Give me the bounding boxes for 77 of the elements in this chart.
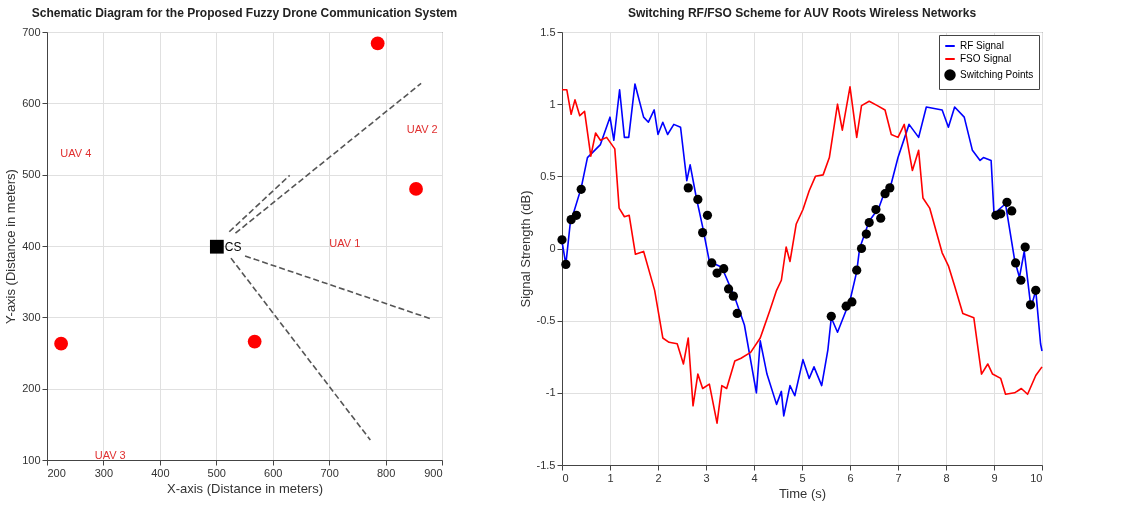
y-tick-label: 100	[22, 453, 41, 466]
point	[719, 264, 729, 274]
y-axis-title: Signal Strength (dB)	[517, 190, 533, 308]
x-tick-label: 3	[703, 471, 710, 484]
annotation: UAV 1	[329, 236, 361, 249]
chart-title: Switching RF/FSO Scheme for AUV Roots Wireless Networks	[627, 6, 977, 20]
x-tick-label: 6	[847, 471, 854, 484]
x-tick-label: 2	[655, 471, 662, 484]
x-tick-label: 300	[94, 466, 114, 479]
y-tick-label: 400	[22, 239, 41, 252]
y-tick-label: -0.5	[536, 314, 556, 327]
legend-label: Switching Points	[960, 69, 1034, 80]
x-tick-label: 0	[562, 471, 569, 484]
point	[1002, 197, 1012, 207]
y-tick-label: 500	[22, 168, 41, 181]
annotation: UAV 4	[60, 146, 92, 159]
point	[723, 284, 734, 294]
y-tick-label: -1	[545, 386, 556, 399]
y-axis-title: Y-axis (Distance in meters)	[3, 169, 19, 324]
y-tick-label: 1	[549, 97, 556, 110]
point	[702, 210, 713, 220]
x-tick-label: 9	[991, 471, 998, 484]
point	[847, 297, 857, 307]
point	[1010, 258, 1021, 268]
y-tick-label: 0	[549, 242, 556, 254]
point	[856, 243, 867, 254]
x-axis-title: X-axis (Distance in meters)	[166, 480, 324, 496]
x-tick-label: 500	[207, 466, 226, 479]
point	[1007, 206, 1017, 216]
x-tick-label: 600	[264, 466, 283, 479]
y-tick-label: 600	[22, 96, 41, 109]
point	[1020, 242, 1030, 252]
x-tick-label: 900	[424, 466, 443, 479]
x-tick-label: 400	[151, 466, 170, 479]
point	[707, 258, 717, 268]
point	[885, 183, 895, 193]
x-tick-label: 4	[751, 471, 758, 484]
point	[557, 235, 567, 245]
y-tick-label: 700	[22, 25, 41, 38]
annotation: UAV 2	[406, 123, 438, 136]
point	[1031, 285, 1041, 295]
series-label: CS	[224, 239, 242, 254]
x-tick-label: 8	[943, 471, 950, 484]
point	[683, 183, 693, 193]
point	[852, 265, 862, 275]
annotation: UAV 3	[94, 448, 126, 461]
point	[1025, 300, 1036, 310]
legend-label: RF Signal	[960, 40, 1004, 51]
point	[728, 291, 738, 301]
point	[826, 311, 836, 321]
x-tick-label: 800	[376, 466, 396, 479]
y-tick-label: 1.5	[540, 25, 556, 38]
point	[1016, 275, 1026, 285]
y-tick-label: -1.5	[536, 458, 556, 471]
y-tick-label: 0.5	[540, 169, 556, 182]
x-tick-label: 5	[799, 471, 806, 484]
x-tick-label: 10	[1030, 471, 1043, 484]
point	[576, 184, 586, 194]
x-tick-label: 1	[607, 471, 614, 484]
point	[871, 204, 881, 215]
point	[693, 194, 703, 205]
x-tick-label: 700	[320, 466, 339, 479]
chart-title: Schematic Diagram for the Proposed Fuzzy Drone Communication System	[31, 6, 458, 20]
point	[996, 209, 1006, 219]
x-tick-label: 200	[47, 466, 66, 479]
y-tick-label: 300	[22, 310, 41, 323]
point	[732, 308, 742, 319]
legend-label: FSO Signal	[960, 53, 1012, 64]
x-tick-label: 7	[895, 471, 902, 484]
point	[561, 259, 571, 269]
point	[698, 228, 708, 238]
point	[571, 210, 582, 220]
point	[861, 229, 871, 239]
x-axis-title: Time (s)	[778, 485, 827, 501]
point	[864, 217, 874, 228]
y-tick-label: 200	[22, 382, 41, 395]
point	[876, 213, 886, 223]
